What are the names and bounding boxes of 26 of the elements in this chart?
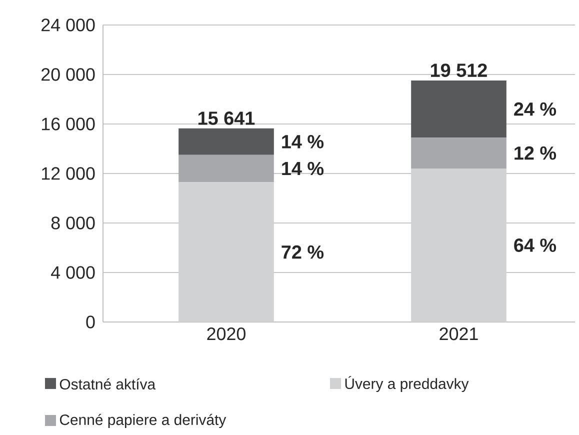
bar bbox=[178, 154, 274, 182]
annotation: 14 % bbox=[282, 135, 324, 148]
legend-label: Úvery a preddavky bbox=[345, 376, 469, 392]
annotation: 12 % bbox=[514, 146, 556, 160]
total-label: 15 641 bbox=[198, 112, 255, 125]
annotation: 14 % bbox=[282, 162, 324, 176]
y-tick-label: 20 000 bbox=[42, 68, 95, 81]
bar bbox=[411, 80, 506, 138]
annotation: 24 % bbox=[514, 102, 556, 116]
bar bbox=[411, 138, 506, 169]
y-tick-label: 4 000 bbox=[51, 266, 95, 279]
bar bbox=[411, 168, 506, 322]
y-tick-label: 8 000 bbox=[51, 216, 95, 230]
y-tick-label: 0 bbox=[86, 316, 95, 328]
bar bbox=[178, 182, 274, 322]
x-tick-label: 2021 bbox=[440, 327, 478, 340]
annotation: 64 % bbox=[514, 238, 556, 252]
total-label: 19 512 bbox=[430, 64, 487, 78]
legend-label: Cenné papiere a deriváty bbox=[60, 414, 226, 428]
y-tick-label: 24 000 bbox=[42, 18, 95, 32]
y-tick-label: 12 000 bbox=[42, 167, 95, 180]
x-tick-label: 2020 bbox=[207, 327, 246, 340]
bar bbox=[178, 128, 274, 155]
legend-label: Ostatné aktíva bbox=[60, 378, 156, 390]
y-tick-label: 16 000 bbox=[42, 118, 95, 130]
annotation: 72 % bbox=[282, 245, 324, 259]
